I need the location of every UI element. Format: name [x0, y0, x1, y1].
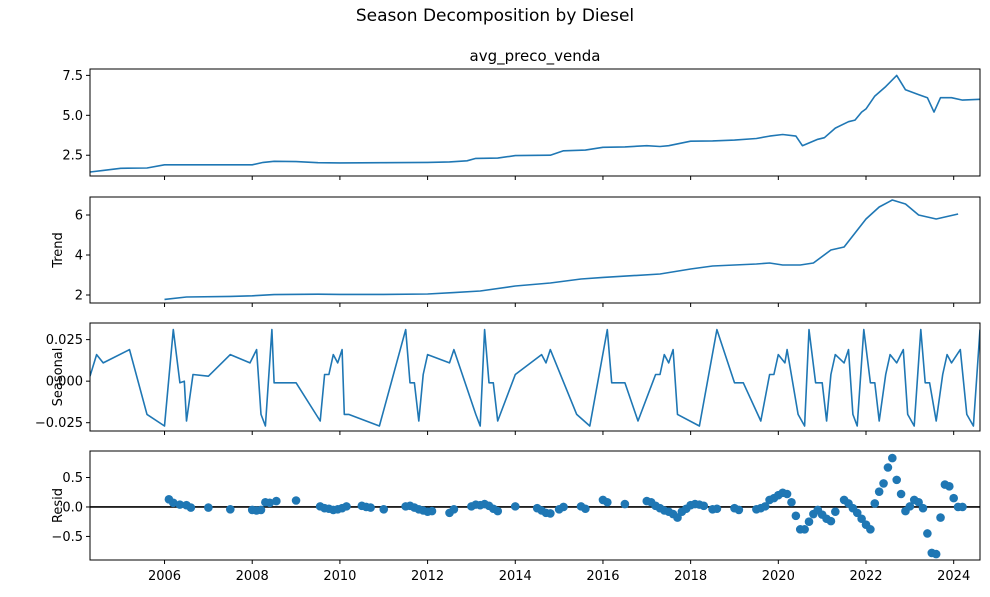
ytick-label: 6	[75, 209, 83, 224]
resid-point	[712, 504, 722, 514]
axes-frame	[89, 450, 981, 561]
xtick-label: 2014	[499, 569, 532, 584]
panel-2: 2 4 6 Trend	[51, 196, 981, 307]
ytick-label: −0.5	[51, 530, 83, 545]
panel-4: −0.5 0.0 0.5 2006 2008 2010 2012 2014 2016 2018 20…	[51, 450, 981, 584]
axes-frame	[89, 322, 981, 432]
series-line	[90, 74, 980, 173]
panel-1: 2.5 5.0 7.5 avg_preco_venda	[62, 47, 981, 180]
resid-point	[291, 496, 301, 505]
resid-point	[958, 502, 967, 512]
resid-point	[931, 549, 941, 559]
ytick-label: 0.000	[46, 375, 83, 390]
xtick-label: 2022	[849, 569, 882, 584]
xtick-label: 2010	[323, 569, 356, 584]
resid-point	[852, 508, 862, 518]
ytick-label: 2.5	[62, 149, 83, 164]
resid-point	[510, 502, 520, 511]
resid-point	[949, 493, 958, 503]
resid-point	[581, 504, 590, 514]
figure-title: Season Decomposition by Diesel	[355, 6, 635, 26]
ytick-label: 7.5	[62, 69, 83, 84]
resid-point	[734, 505, 744, 515]
resid-point	[546, 509, 555, 518]
resid-point	[603, 497, 612, 507]
resid-point	[831, 507, 840, 516]
resid-point	[427, 506, 437, 516]
resid-point	[945, 482, 954, 491]
resid-point	[918, 503, 928, 513]
plot-area	[90, 453, 980, 559]
resid-point	[936, 513, 945, 522]
resid-point	[366, 503, 375, 512]
resid-point	[256, 505, 266, 515]
plot-area	[90, 328, 980, 427]
resid-point	[905, 502, 915, 511]
resid-point	[272, 496, 281, 506]
ytick-label: 0.025	[46, 333, 83, 348]
resid-point	[883, 463, 893, 472]
resid-point	[888, 453, 897, 463]
resid-point	[874, 487, 884, 496]
resid-point	[265, 498, 275, 508]
xtick-label: 2024	[937, 569, 970, 584]
resid-point	[791, 511, 801, 521]
axes-frame	[89, 68, 981, 177]
resid-point	[782, 489, 792, 499]
resid-point	[892, 475, 901, 485]
resid-point	[204, 503, 213, 512]
resid-point	[559, 502, 568, 512]
resid-point	[804, 517, 814, 527]
resid-point	[870, 499, 880, 508]
ytick-label: 0.0	[62, 500, 83, 515]
resid-point	[866, 525, 875, 534]
series-line	[164, 199, 959, 301]
ylabel: Trend	[51, 232, 66, 269]
ylabel: Seasonal	[51, 348, 66, 407]
xtick-label: 2008	[236, 569, 269, 584]
ytick-label: 4	[75, 249, 83, 264]
resid-point	[342, 502, 351, 511]
resid-point	[186, 503, 196, 512]
resid-point	[493, 506, 503, 516]
resid-point	[879, 479, 888, 488]
ytick-label: 0.5	[62, 471, 83, 486]
plot-area	[90, 74, 980, 173]
xtick-label: 2006	[148, 569, 181, 584]
resid-point	[175, 500, 185, 509]
panel-title: avg_preco_venda	[470, 47, 601, 66]
resid-point	[379, 505, 389, 514]
series-line	[90, 328, 980, 427]
xtick-label: 2016	[586, 569, 619, 584]
resid-point	[857, 514, 866, 524]
ytick-label: −0.025	[35, 416, 83, 431]
resid-point	[225, 505, 235, 514]
xtick-label: 2012	[411, 569, 444, 584]
resid-point	[673, 513, 682, 522]
xtick-label: 2018	[674, 569, 707, 584]
resid-point	[787, 497, 796, 507]
resid-point	[620, 499, 630, 509]
plot-area	[164, 199, 959, 301]
ytick-label: 5.0	[62, 109, 83, 124]
resid-point	[699, 501, 709, 511]
resid-point	[896, 489, 906, 499]
axes-frame	[89, 196, 981, 304]
resid-point	[760, 502, 770, 511]
resid-point	[826, 516, 836, 526]
resid-point	[914, 497, 923, 507]
resid-point	[800, 525, 809, 534]
xtick-label: 2020	[762, 569, 795, 584]
resid-point	[169, 498, 178, 508]
resid-point	[923, 529, 932, 538]
ylabel: Resid	[51, 488, 66, 523]
resid-point	[449, 505, 459, 514]
ytick-label: 2	[75, 289, 83, 304]
